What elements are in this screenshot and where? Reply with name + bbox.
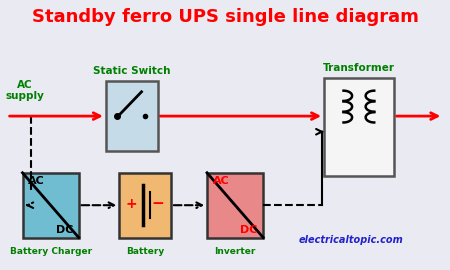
Bar: [207, 173, 263, 238]
Text: AC: AC: [213, 176, 230, 185]
Bar: [106, 81, 158, 151]
Bar: [324, 78, 394, 176]
Text: electricaltopic.com: electricaltopic.com: [299, 235, 403, 245]
Text: Static Switch: Static Switch: [93, 66, 171, 76]
Text: Inverter: Inverter: [215, 247, 256, 256]
Text: Transformer: Transformer: [323, 63, 395, 73]
Bar: [22, 173, 79, 238]
Text: Battery Charger: Battery Charger: [9, 247, 92, 256]
Bar: [119, 173, 171, 238]
Text: +: +: [126, 197, 137, 211]
Text: Standby ferro UPS single line diagram: Standby ferro UPS single line diagram: [32, 8, 419, 26]
Text: −: −: [151, 196, 164, 211]
Text: AC: AC: [28, 176, 45, 185]
Text: Battery: Battery: [126, 247, 164, 256]
Text: DC: DC: [55, 225, 73, 235]
Text: DC: DC: [240, 225, 257, 235]
Text: AC
supply: AC supply: [5, 80, 44, 101]
